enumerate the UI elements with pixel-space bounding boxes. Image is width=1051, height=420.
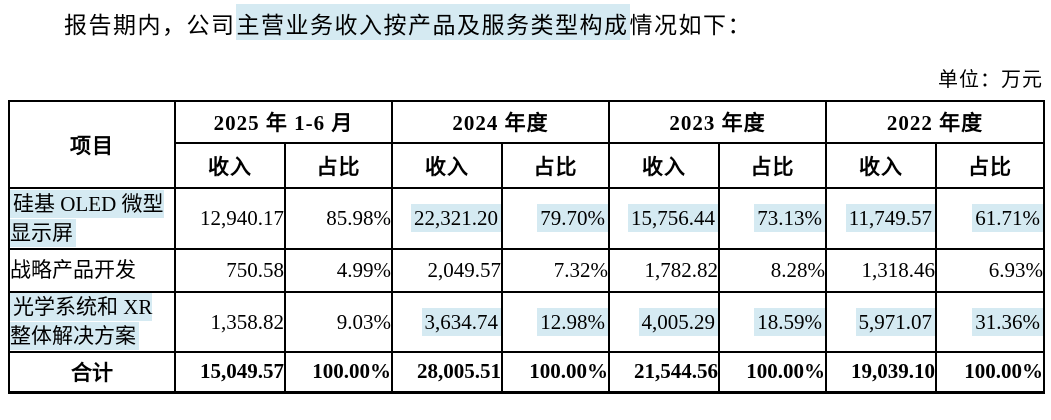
row-label: 战略产品开发: [8, 248, 176, 294]
title-prefix: 报告期内，公司: [64, 13, 236, 38]
revenue-cell: 15,049.57: [174, 351, 286, 394]
revenue-cell: 19,039.10: [825, 351, 937, 394]
revenue-cell: 21,544.56: [608, 351, 720, 394]
revenue-cell: 12,940.17: [174, 187, 286, 251]
subheader-revenue-2024: 收入: [391, 142, 503, 190]
header-row-subcolumns: 收入 占比 收入 占比 收入 占比 收入 占比: [9, 142, 1045, 190]
subheader-share-2022: 占比: [935, 142, 1045, 190]
subheader-revenue-2023: 收入: [608, 142, 720, 190]
revenue-cell: 750.58: [174, 248, 286, 294]
table-row-strategic-products: 战略产品开发 750.58 4.99% 2,049.57 7.32% 1,782…: [8, 248, 1045, 294]
revenue-cell: 4,005.29: [608, 291, 720, 354]
share-cell: 61.71%: [935, 187, 1045, 251]
share-cell: 9.03%: [284, 291, 393, 354]
title-highlighted-phrase: 主营业务收入按产品及服务类型构成: [235, 4, 630, 40]
subheader-share-2025h1: 占比: [284, 142, 393, 190]
share-cell: 8.28%: [718, 248, 827, 294]
share-cell: 85.98%: [284, 187, 393, 251]
col-header-period-2025h1: 2025 年 1-6 月: [174, 100, 393, 145]
share-cell: 31.36%: [935, 291, 1045, 354]
col-header-period-2022: 2022 年度: [825, 100, 1045, 145]
col-header-item: 项目: [8, 100, 176, 190]
total-label: 合计: [8, 351, 176, 394]
subheader-revenue-2025h1: 收入: [174, 142, 286, 190]
col-header-period-2023: 2023 年度: [608, 100, 827, 145]
subheader-share-2023: 占比: [718, 142, 827, 190]
section-title: 报告期内，公司主营业务收入按产品及服务类型构成情况如下：: [64, 4, 1043, 42]
col-header-period-2024: 2024 年度: [391, 100, 610, 145]
revenue-cell: 1,318.46: [825, 248, 937, 294]
revenue-cell: 28,005.51: [391, 351, 503, 394]
share-cell: 73.13%: [718, 187, 827, 251]
subheader-share-2024: 占比: [501, 142, 610, 190]
table-row-optics-xr-solutions: 光学系统和 XR 整体解决方案 1,358.82 9.03% 3,634.74 …: [8, 291, 1045, 354]
share-cell: 79.70%: [501, 187, 610, 251]
share-cell: 18.59%: [718, 291, 827, 354]
share-cell: 100.00%: [284, 351, 393, 394]
revenue-cell: 1,358.82: [174, 291, 286, 354]
revenue-by-product-table: 项目 2025 年 1-6 月 2024 年度 2023 年度 2022 年度 …: [8, 100, 1045, 394]
revenue-cell: 11,749.57: [825, 187, 937, 251]
share-cell: 7.32%: [501, 248, 610, 294]
share-cell: 12.98%: [501, 291, 610, 354]
revenue-cell: 2,049.57: [391, 248, 503, 294]
share-cell: 100.00%: [501, 351, 610, 394]
header-row-periods: 项目 2025 年 1-6 月 2024 年度 2023 年度 2022 年度: [8, 100, 1045, 190]
unit-label: 单位：万元: [938, 69, 1043, 92]
table-row-total: 合计 15,049.57 100.00% 28,005.51 100.00% 2…: [8, 351, 1045, 394]
table-row-oled-microdisplay: 硅基 OLED 微型显示屏 12,940.17 85.98% 22,321.20…: [8, 187, 1045, 251]
revenue-cell: 5,971.07: [825, 291, 937, 354]
share-cell: 100.00%: [718, 351, 827, 394]
row-label: 硅基 OLED 微型显示屏: [8, 187, 176, 251]
revenue-cell: 1,782.82: [608, 248, 720, 294]
share-cell: 6.93%: [935, 248, 1045, 294]
share-cell: 100.00%: [935, 351, 1045, 394]
document-page: 报告期内，公司主营业务收入按产品及服务类型构成情况如下： 单位：万元 项目 20…: [0, 4, 1051, 394]
revenue-cell: 15,756.44: [608, 187, 720, 251]
row-label: 光学系统和 XR 整体解决方案: [8, 291, 176, 354]
title-suffix: 情况如下：: [629, 13, 752, 38]
subheader-revenue-2022: 收入: [825, 142, 937, 190]
revenue-cell: 3,634.74: [391, 291, 503, 354]
revenue-cell: 22,321.20: [391, 187, 503, 251]
share-cell: 4.99%: [284, 248, 393, 294]
